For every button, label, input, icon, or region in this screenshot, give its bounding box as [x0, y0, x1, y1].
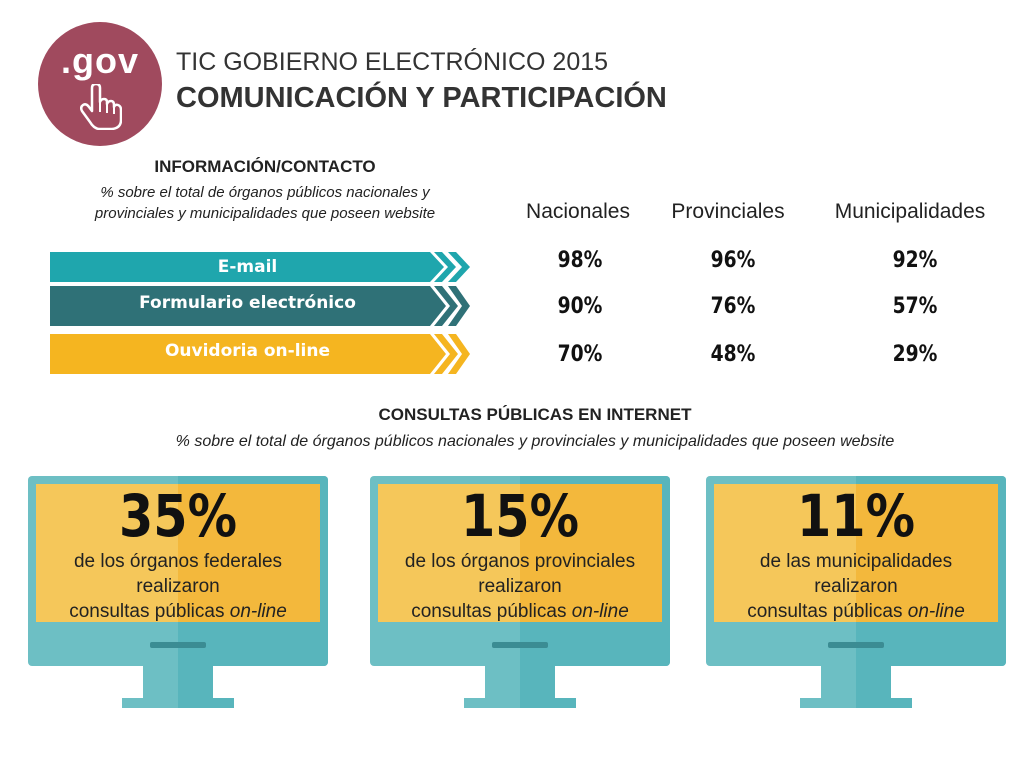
bar-formulario: Formulario electrónico [50, 286, 470, 326]
monitor-screen-shade [178, 484, 320, 622]
monitor-base-shade [178, 698, 234, 708]
monitor-text-line3: consultas públicas on-line [378, 600, 662, 622]
column-header-municipalidades: Municipalidades [834, 200, 986, 223]
monitor-text-line1: de los órganos federales [73, 551, 283, 572]
page-supertitle: TIC GOBIERNO ELECTRÓNICO 2015 [176, 48, 609, 76]
monitor-municipalidades: 11% de las municipalidades realizaron co… [706, 476, 1006, 716]
monitor-neck [485, 666, 520, 698]
monitor-text-line3: consultas públicas on-line [36, 600, 320, 622]
pct-ouvidoria-nacionales: 70% [557, 342, 603, 367]
monitor-neck [143, 666, 178, 698]
column-header-nacionales: Nacionales [526, 200, 630, 223]
bar-label-email: E-mail [217, 257, 278, 277]
page-title: COMUNICACIÓN Y PARTICIPACIÓN [176, 82, 667, 114]
consultas-section-subtitle: % sobre el total de órganos públicos nac… [175, 433, 895, 450]
column-header-provinciales: Provinciales [671, 200, 785, 223]
arrow-bar-shape [50, 286, 470, 326]
monitor-screen-shade [520, 484, 662, 622]
monitor-text-online: on-line [907, 601, 965, 622]
monitor-text-line3a: consultas públicas [747, 601, 908, 622]
pct-email-provinciales: 96% [710, 248, 756, 273]
info-section-title: INFORMACIÓN/CONTACTO [154, 157, 376, 176]
monitor-neck-shade [856, 666, 891, 698]
monitor-neck [821, 666, 856, 698]
gov-logo: .gov [38, 22, 162, 146]
pointing-hand-icon [80, 84, 122, 130]
monitor-screen: 35% de los órganos federales realizaron … [36, 484, 320, 622]
monitor-provinciales: 15% de los órganos provinciales realizar… [370, 476, 670, 716]
monitor-screen: 15% de los órganos provinciales realizar… [378, 484, 662, 622]
monitor-text-online: on-line [571, 601, 629, 622]
bar-ouvidoria: Ouvidoria on-line [50, 334, 470, 374]
monitor-neck-shade [178, 666, 213, 698]
pct-formulario-municipalidades: 57% [892, 294, 938, 319]
monitor-base [122, 698, 178, 708]
monitor-big-value: 11% [796, 484, 915, 550]
monitor-text-line3a: consultas públicas [411, 601, 572, 622]
monitor-text-line2: realizaron [136, 576, 220, 597]
pct-ouvidoria-provinciales: 48% [710, 342, 756, 367]
pct-formulario-provinciales: 76% [710, 294, 756, 319]
monitor-big-value: 15% [460, 484, 579, 550]
monitor-base-shade [856, 698, 912, 708]
monitor-neck-shade [520, 666, 555, 698]
monitor-screen: 11% de las municipalidades realizaron co… [714, 484, 998, 622]
bar-label-formulario: Formulario electrónico [139, 293, 356, 313]
pct-email-municipalidades: 92% [892, 248, 938, 273]
monitor-base [800, 698, 856, 708]
monitor-logo-slot [828, 642, 884, 648]
monitor-text-line1: de los órganos provinciales [404, 551, 636, 572]
monitor-text-line3a: consultas públicas [69, 601, 230, 622]
monitor-text-line2: realizaron [814, 576, 898, 597]
monitor-text-line1: de las municipalidades [759, 551, 953, 572]
arrow-bar-shape [50, 252, 470, 282]
monitor-big-value: 35% [118, 484, 237, 550]
monitor-text-online: on-line [229, 601, 287, 622]
bar-email: E-mail [50, 252, 470, 282]
monitor-text-line3: consultas públicas on-line [714, 600, 998, 622]
monitor-screen-shade [856, 484, 998, 622]
monitor-logo-slot [492, 642, 548, 648]
pct-formulario-nacionales: 90% [557, 294, 603, 319]
consultas-section-title: CONSULTAS PÚBLICAS EN INTERNET [378, 405, 692, 424]
bar-label-ouvidoria: Ouvidoria on-line [164, 341, 331, 361]
pct-ouvidoria-municipalidades: 29% [892, 342, 938, 367]
monitor-text-line2: realizaron [478, 576, 562, 597]
pct-email-nacionales: 98% [557, 248, 603, 273]
arrow-bar-shape [50, 334, 470, 374]
info-section-subtitle-1: % sobre el total de órganos públicos nac… [100, 184, 430, 201]
monitor-federales: 35% de los órganos federales realizaron … [28, 476, 328, 716]
logo-text: .gov [60, 40, 139, 81]
monitor-base-shade [520, 698, 576, 708]
monitor-logo-slot [150, 642, 206, 648]
monitor-base [464, 698, 520, 708]
info-section-subtitle-2: provinciales y municipalidades que posee… [94, 205, 436, 222]
